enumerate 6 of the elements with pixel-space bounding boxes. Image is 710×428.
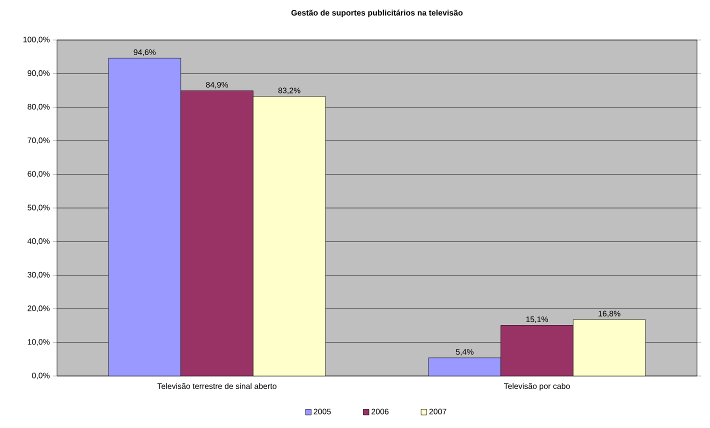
bar — [180, 90, 254, 376]
bar — [108, 58, 182, 376]
bar — [572, 319, 646, 376]
bar — [252, 96, 326, 376]
bar — [428, 358, 502, 376]
bar — [500, 325, 574, 376]
